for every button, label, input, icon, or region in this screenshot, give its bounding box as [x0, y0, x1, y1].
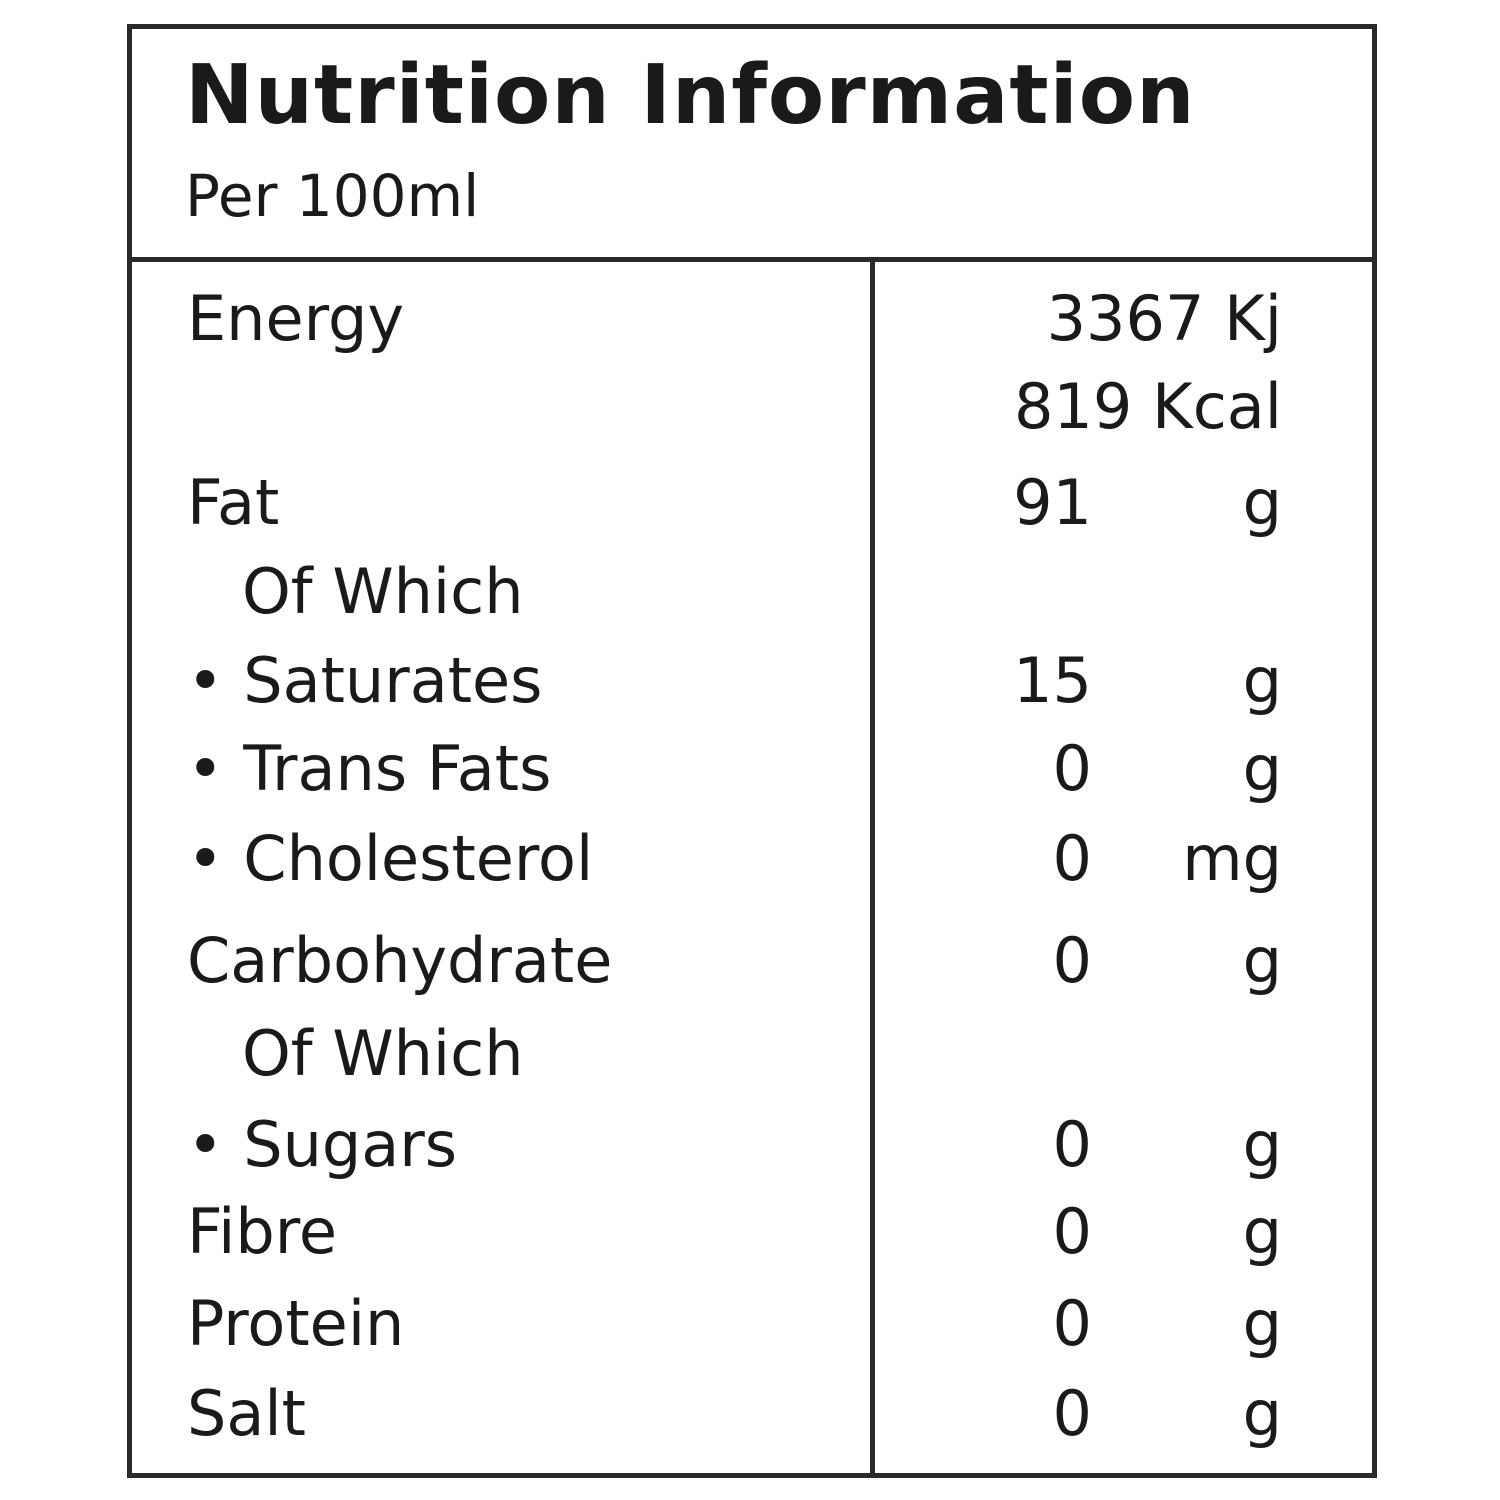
nutrient-name: • Sugars — [187, 1108, 458, 1181]
nutrient-unit: g — [1242, 1377, 1282, 1450]
nutrient-value: 15 — [1013, 644, 1092, 717]
label-title: Nutrition Information — [185, 48, 1196, 143]
energy-kcal-value: 819 Kcal — [1013, 370, 1282, 443]
nutrient-unit: g — [1242, 466, 1282, 539]
nutrient-name: Of Which — [242, 1017, 524, 1090]
nutrient-name: Fibre — [187, 1195, 338, 1268]
nutrient-value: 0 — [1052, 1195, 1092, 1268]
nutrient-row-energy: Energy 3367 Kj — [132, 279, 1372, 359]
nutrient-row-trans-fats: • Trans Fats 0 g — [132, 729, 1372, 809]
nutrient-row-carbohydrate: Carbohydrate 0 g — [132, 921, 1372, 1001]
nutrient-value: 0 — [1052, 732, 1092, 805]
label-header: Nutrition Information Per 100ml — [132, 29, 1372, 262]
serving-basis: Per 100ml — [185, 162, 480, 230]
nutrient-name: Carbohydrate — [187, 924, 613, 997]
nutrient-row-fibre: Fibre 0 g — [132, 1192, 1372, 1272]
nutrient-row-protein: Protein 0 g — [132, 1284, 1372, 1364]
nutrient-value: 0 — [1052, 1377, 1092, 1450]
nutrient-row-fat: Fat 91 g — [132, 463, 1372, 543]
nutrient-name: • Trans Fats — [187, 732, 552, 805]
nutrient-unit: mg — [1182, 822, 1282, 895]
nutrient-value: 91 — [1013, 466, 1092, 539]
nutrient-unit: g — [1242, 644, 1282, 717]
nutrient-unit: g — [1242, 924, 1282, 997]
column-divider — [870, 262, 875, 1473]
nutrient-unit: g — [1242, 1108, 1282, 1181]
nutrient-row-energy-kcal: 819 Kcal — [132, 367, 1372, 447]
nutrient-name: Salt — [187, 1377, 306, 1450]
nutrient-value: 0 — [1052, 924, 1092, 997]
nutrient-row-salt: Salt 0 g — [132, 1374, 1372, 1454]
nutrient-row-saturates: • Saturates 15 g — [132, 641, 1372, 721]
nutrient-name: Fat — [187, 466, 280, 539]
nutrient-row-sugars: • Sugars 0 g — [132, 1105, 1372, 1185]
nutrient-value: 0 — [1052, 1108, 1092, 1181]
nutrient-value: 0 — [1052, 822, 1092, 895]
nutrition-label: Nutrition Information Per 100ml Energy 3… — [127, 24, 1377, 1478]
nutrient-name: • Cholesterol — [187, 822, 594, 895]
nutrient-name: Of Which — [242, 555, 524, 628]
nutrient-unit: g — [1242, 1287, 1282, 1360]
nutrient-row-of-which-carbohydrate: Of Which — [132, 1014, 1372, 1094]
nutrient-unit: g — [1242, 732, 1282, 805]
nutrient-name: Energy — [187, 282, 405, 355]
nutrient-row-of-which-fat: Of Which — [132, 552, 1372, 632]
nutrient-name: • Saturates — [187, 644, 543, 717]
energy-kj-value: 3367 Kj — [1046, 282, 1282, 355]
nutrient-row-cholesterol: • Cholesterol 0 mg — [132, 819, 1372, 899]
nutrient-value: 0 — [1052, 1287, 1092, 1360]
nutrient-name: Protein — [187, 1287, 405, 1360]
nutrient-unit: g — [1242, 1195, 1282, 1268]
